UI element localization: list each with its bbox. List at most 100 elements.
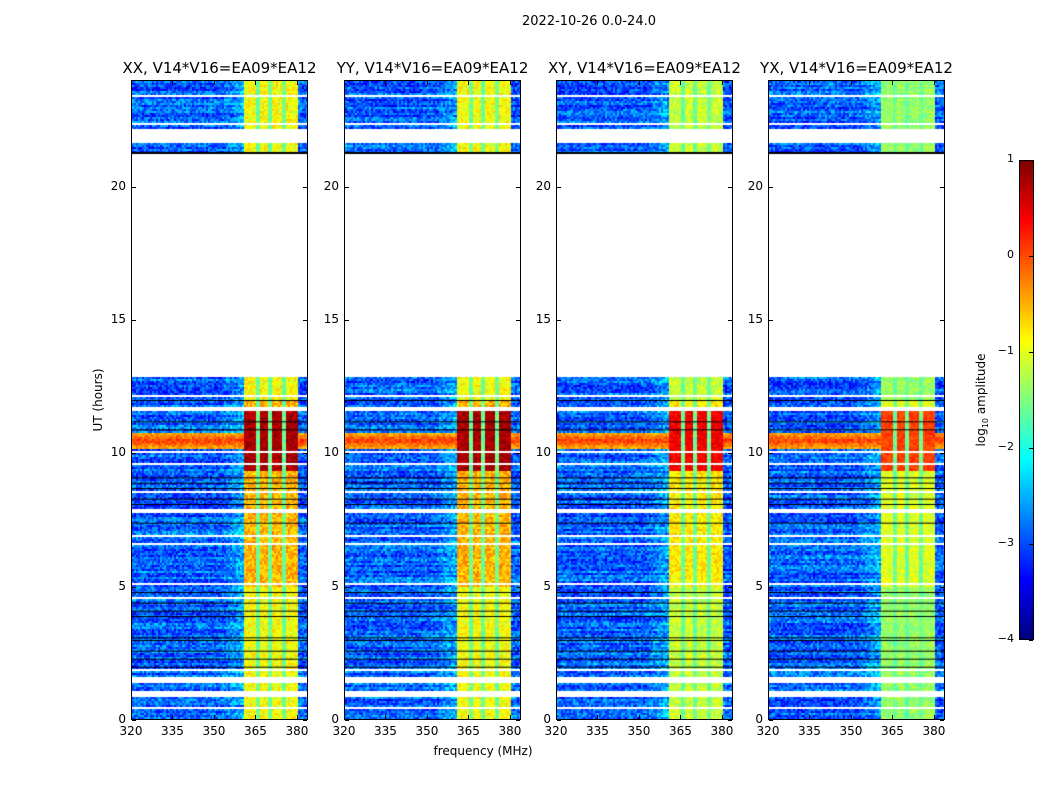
- colorbar-tick-mark: [1029, 640, 1033, 641]
- colorbar-tick-label: −3: [997, 536, 1014, 549]
- x-tick-mark: [638, 715, 640, 719]
- panel-title: XY, V14*V16=EA09*EA12: [548, 59, 741, 77]
- figure-title: 2022-10-26 0.0-24.0: [522, 14, 656, 29]
- colorbar-tick-label: 1: [1007, 152, 1014, 165]
- x-tick-mark: [933, 81, 935, 85]
- y-tick-label: 10: [110, 445, 126, 460]
- y-tick-mark: [516, 586, 520, 588]
- y-tick-label: 20: [747, 178, 763, 193]
- x-tick-mark: [385, 715, 387, 719]
- y-tick-mark: [132, 186, 136, 188]
- x-tick-mark: [850, 81, 852, 85]
- y-tick-mark: [345, 586, 349, 588]
- x-tick-mark: [556, 715, 557, 719]
- x-tick-label: 320: [756, 724, 780, 738]
- y-tick-mark: [345, 453, 349, 455]
- y-tick-label: 10: [535, 445, 551, 460]
- x-tick-label: 335: [161, 724, 184, 738]
- x-tick-label: 380: [710, 724, 734, 738]
- x-tick-label: 365: [244, 724, 267, 738]
- y-tick-mark: [303, 453, 307, 455]
- x-tick-mark: [426, 81, 428, 85]
- y-axis-label: UT (hours): [91, 368, 105, 432]
- x-tick-mark: [892, 81, 894, 85]
- y-tick-label: 10: [323, 445, 339, 460]
- y-tick-label: 5: [543, 578, 551, 593]
- x-tick-mark: [768, 715, 769, 719]
- y-tick-mark: [940, 320, 944, 321]
- colorbar-tick-label: −4: [997, 632, 1014, 645]
- x-tick-label: 350: [627, 724, 651, 738]
- x-tick-mark: [638, 81, 640, 85]
- heatmap-panel: [344, 80, 521, 720]
- y-tick-label: 20: [323, 178, 339, 193]
- panel-title: XX, V14*V16=EA09*EA12: [122, 59, 317, 77]
- heatmap-cells: [132, 81, 307, 719]
- y-tick-mark: [769, 720, 773, 721]
- y-tick-mark: [940, 453, 944, 455]
- heatmap-cells: [345, 81, 520, 719]
- x-tick-mark: [385, 81, 387, 85]
- x-tick-mark: [721, 715, 723, 719]
- y-tick-label: 10: [747, 445, 763, 460]
- y-tick-mark: [345, 720, 349, 721]
- colorbar-tick-label: −2: [997, 440, 1014, 453]
- panel-title: YY, V14*V16=EA09*EA12: [336, 59, 529, 77]
- y-tick-mark: [345, 320, 349, 321]
- x-tick-mark: [809, 81, 811, 85]
- y-tick-mark: [728, 453, 732, 455]
- x-tick-mark: [509, 81, 511, 85]
- x-tick-mark: [850, 715, 852, 719]
- y-tick-label: 0: [543, 712, 551, 726]
- y-tick-mark: [769, 320, 773, 321]
- y-tick-mark: [132, 320, 136, 321]
- y-tick-label: 0: [331, 712, 339, 726]
- y-tick-mark: [769, 453, 773, 455]
- colorbar-tick-mark: [1029, 256, 1033, 257]
- x-tick-mark: [597, 81, 599, 85]
- y-tick-label: 0: [118, 712, 126, 726]
- heatmap-panel: [131, 80, 308, 720]
- x-tick-mark: [131, 715, 132, 719]
- x-tick-mark: [296, 715, 298, 719]
- y-tick-mark: [516, 320, 520, 321]
- y-tick-mark: [940, 586, 944, 588]
- x-tick-label: 350: [839, 724, 863, 738]
- y-tick-mark: [345, 186, 349, 188]
- y-tick-mark: [516, 186, 520, 188]
- x-tick-label: 380: [285, 724, 309, 738]
- x-tick-mark: [426, 715, 428, 719]
- x-tick-mark: [933, 715, 935, 719]
- y-tick-mark: [940, 186, 944, 188]
- x-tick-mark: [556, 81, 557, 85]
- y-tick-label: 5: [755, 578, 763, 593]
- y-tick-mark: [728, 720, 732, 721]
- x-tick-mark: [172, 715, 174, 719]
- y-tick-mark: [728, 186, 732, 188]
- x-tick-mark: [680, 715, 682, 719]
- colorbar-tick-label: −1: [997, 344, 1014, 357]
- y-tick-label: 15: [535, 312, 551, 326]
- heatmap-cells: [769, 81, 944, 719]
- x-tick-mark: [296, 81, 298, 85]
- x-tick-label: 335: [586, 724, 609, 738]
- x-tick-mark: [721, 81, 723, 85]
- y-tick-mark: [557, 586, 561, 588]
- x-tick-mark: [172, 81, 174, 85]
- y-tick-mark: [303, 720, 307, 721]
- y-tick-mark: [132, 586, 136, 588]
- x-tick-label: 320: [544, 724, 568, 738]
- colorbar-tick-mark: [1029, 448, 1033, 449]
- x-tick-mark: [509, 715, 511, 719]
- colorbar-tick-label: 0: [1007, 248, 1014, 261]
- x-axis-label: frequency (MHz): [433, 744, 533, 758]
- x-tick-mark: [597, 715, 599, 719]
- y-tick-label: 20: [535, 178, 551, 193]
- y-tick-mark: [557, 453, 561, 455]
- x-tick-mark: [344, 715, 345, 719]
- x-tick-mark: [892, 715, 894, 719]
- y-tick-mark: [769, 586, 773, 588]
- y-tick-mark: [132, 720, 136, 721]
- x-tick-mark: [468, 715, 470, 719]
